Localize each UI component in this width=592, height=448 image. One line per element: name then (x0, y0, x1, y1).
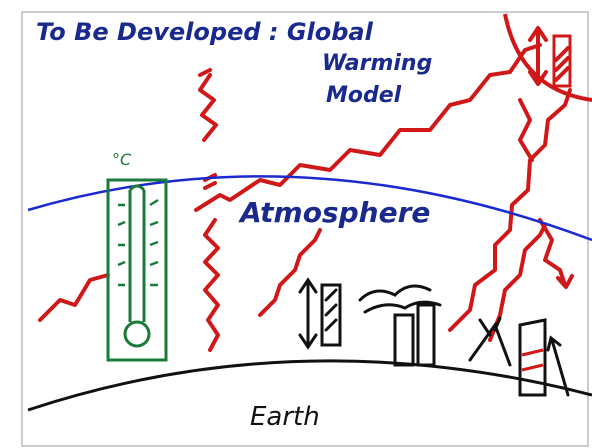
title-line-2: Warming (322, 51, 432, 76)
sketch: To Be Developed : Global Warming Model A… (0, 0, 592, 448)
earth-label: Earth (250, 402, 320, 432)
title-line-3: Model (326, 83, 402, 108)
atmosphere-label: Atmosphere (238, 196, 430, 229)
thermometer-unit: °C (112, 150, 132, 169)
title-line-1: To Be Developed : Global (36, 18, 374, 46)
